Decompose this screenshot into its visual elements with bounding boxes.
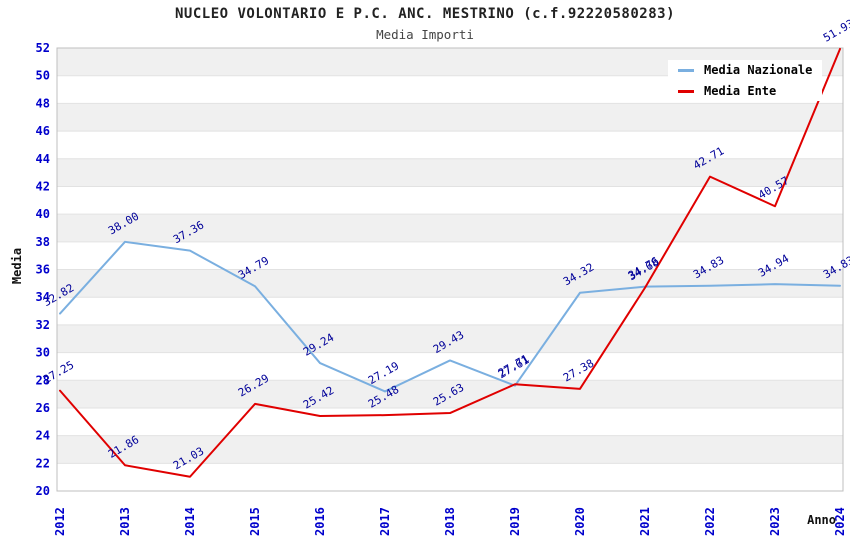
y-tick-label: 22 xyxy=(36,456,50,470)
plot-band xyxy=(57,241,843,270)
plot-band xyxy=(57,269,843,298)
plot-band xyxy=(57,352,843,381)
legend-label: Media Ente xyxy=(704,84,777,98)
plot-band xyxy=(57,324,843,353)
y-tick-label: 30 xyxy=(36,346,50,360)
x-tick-label: 2012 xyxy=(53,507,67,536)
y-tick-label: 24 xyxy=(36,429,50,443)
legend-label: Media Nazionale xyxy=(704,63,813,77)
y-tick-label: 26 xyxy=(36,401,50,415)
y-tick-label: 28 xyxy=(36,373,50,387)
plot-band xyxy=(57,103,843,132)
y-tick-label: 32 xyxy=(36,318,50,332)
legend-item-media-nazionale: Media Nazionale xyxy=(668,60,823,80)
x-tick-label: 2024 xyxy=(833,507,847,536)
x-tick-label: 2023 xyxy=(768,507,782,536)
legend-item-media-ente: Media Ente xyxy=(668,81,823,101)
series-line-media-ente xyxy=(59,47,841,478)
x-tick-label: 2021 xyxy=(638,507,652,536)
plot-band xyxy=(57,380,843,408)
plot-band xyxy=(57,435,843,464)
x-tick-label: 2015 xyxy=(248,507,262,536)
y-tick-label: 20 xyxy=(36,484,50,498)
y-tick-label: 52 xyxy=(36,41,50,55)
plot-band xyxy=(57,158,843,187)
x-tick-label: 2020 xyxy=(573,507,587,536)
x-axis-title: Anno xyxy=(807,513,836,527)
legend: Media Nazionale Media Ente xyxy=(668,60,823,102)
plot-band xyxy=(57,214,843,242)
x-tick-label: 2018 xyxy=(443,507,457,536)
x-tick-label: 2013 xyxy=(118,507,132,536)
y-tick-label: 50 xyxy=(36,69,50,83)
chart-subtitle: Media Importi xyxy=(376,27,474,42)
y-tick-label: 36 xyxy=(36,263,50,277)
point-label: 51.93 xyxy=(821,17,850,45)
legend-swatch-media-nazionale xyxy=(678,68,694,72)
y-tick-label: 46 xyxy=(36,124,50,138)
y-tick-label: 44 xyxy=(36,152,50,166)
plot-band xyxy=(57,297,843,325)
legend-swatch-media-ente xyxy=(678,89,694,93)
plot-border xyxy=(56,47,844,492)
chart-title: NUCLEO VOLONTARIO E P.C. ANC. MESTRINO (… xyxy=(174,6,675,22)
x-tick-label: 2017 xyxy=(378,507,392,536)
y-tick-label: 34 xyxy=(36,290,50,304)
y-axis-title: Media xyxy=(10,247,25,285)
x-tick-label: 2016 xyxy=(313,507,327,536)
y-tick-label: 40 xyxy=(36,207,50,221)
x-tick-label: 2022 xyxy=(703,507,717,536)
series-line-media-nazionale xyxy=(59,240,841,393)
plot-band xyxy=(57,131,843,159)
y-tick-label: 38 xyxy=(36,235,50,249)
x-tick-label: 2019 xyxy=(508,507,522,536)
plot-band xyxy=(57,186,843,215)
y-tick-label: 48 xyxy=(36,96,50,110)
x-tick-label: 2014 xyxy=(183,507,197,536)
y-tick-label: 42 xyxy=(36,179,50,193)
